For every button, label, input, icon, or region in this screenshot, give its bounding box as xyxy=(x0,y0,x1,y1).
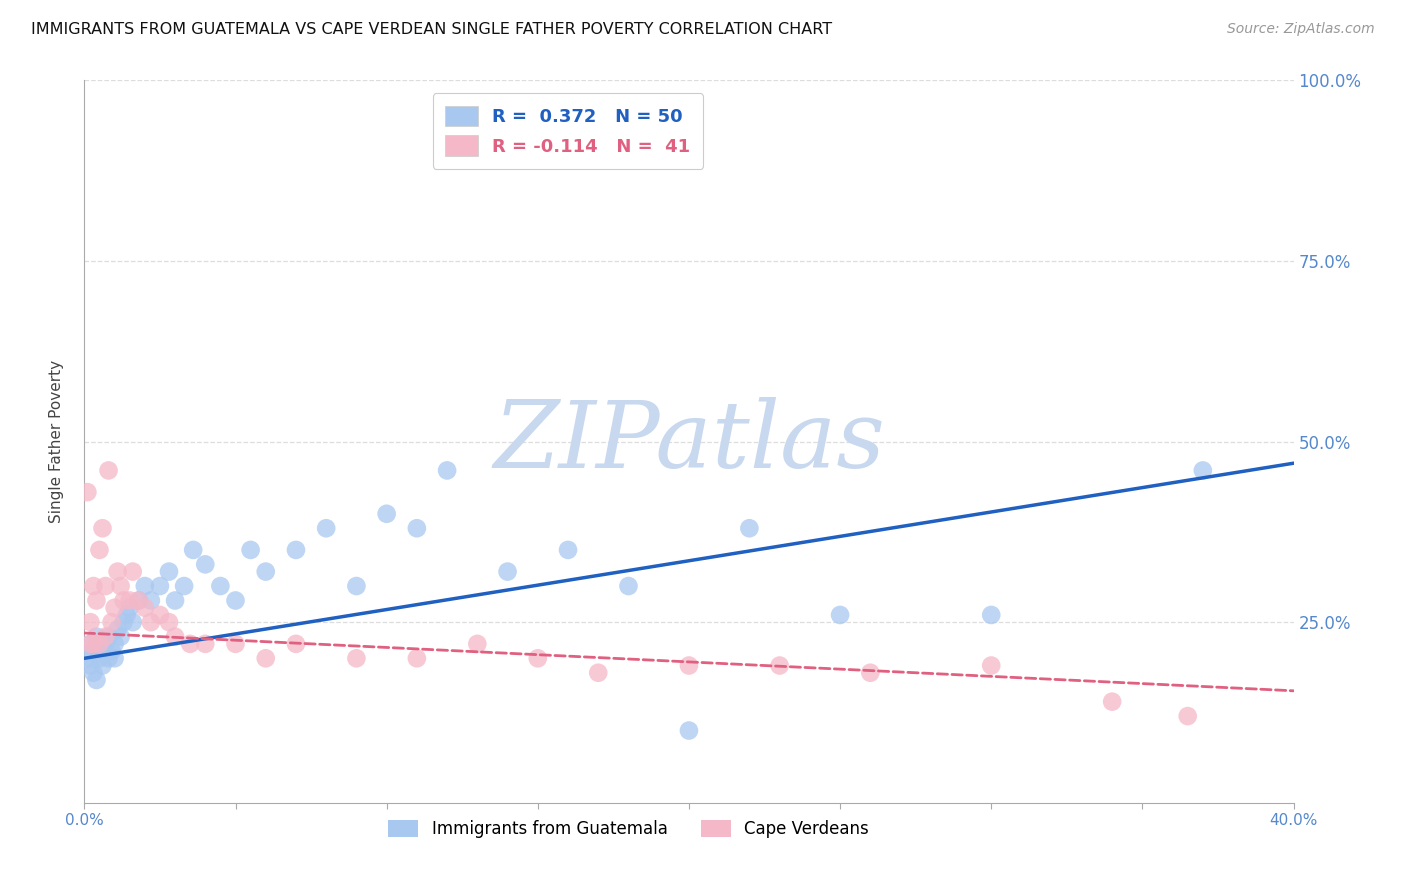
Point xyxy=(97,463,120,477)
Point xyxy=(94,579,117,593)
Point xyxy=(89,542,111,557)
Text: ZIPatlas: ZIPatlas xyxy=(494,397,884,486)
Point xyxy=(139,615,162,630)
Point xyxy=(254,651,277,665)
Point xyxy=(527,651,550,665)
Point xyxy=(588,665,610,680)
Point xyxy=(79,658,101,673)
Point xyxy=(115,607,138,622)
Point xyxy=(76,485,98,500)
Point xyxy=(285,542,308,557)
Point xyxy=(110,630,132,644)
Point xyxy=(121,615,143,630)
Point xyxy=(128,593,150,607)
Point xyxy=(104,651,127,665)
Point xyxy=(82,579,104,593)
Point xyxy=(128,593,150,607)
Point xyxy=(617,579,640,593)
Point xyxy=(496,565,519,579)
Point xyxy=(134,600,156,615)
Point xyxy=(181,542,204,557)
Point xyxy=(436,463,458,477)
Point xyxy=(157,615,180,630)
Point xyxy=(375,507,398,521)
Point xyxy=(110,579,132,593)
Point xyxy=(107,623,129,637)
Text: IMMIGRANTS FROM GUATEMALA VS CAPE VERDEAN SINGLE FATHER POVERTY CORRELATION CHAR: IMMIGRANTS FROM GUATEMALA VS CAPE VERDEA… xyxy=(31,22,832,37)
Point xyxy=(678,658,700,673)
Point xyxy=(194,637,217,651)
Point xyxy=(134,579,156,593)
Point xyxy=(149,607,172,622)
Point xyxy=(89,637,111,651)
Point xyxy=(1101,695,1123,709)
Point xyxy=(557,542,579,557)
Point xyxy=(157,565,180,579)
Point xyxy=(91,521,114,535)
Point xyxy=(239,542,262,557)
Point xyxy=(225,593,247,607)
Point xyxy=(173,579,195,593)
Legend: Immigrants from Guatemala, Cape Verdeans: Immigrants from Guatemala, Cape Verdeans xyxy=(381,814,876,845)
Point xyxy=(165,593,187,607)
Point xyxy=(980,607,1002,622)
Point xyxy=(1177,709,1199,723)
Point xyxy=(980,658,1002,673)
Point xyxy=(194,558,217,572)
Point xyxy=(86,630,108,644)
Point xyxy=(467,637,489,651)
Point xyxy=(94,637,117,651)
Point xyxy=(91,658,114,673)
Point xyxy=(1192,463,1215,477)
Point xyxy=(346,651,368,665)
Point xyxy=(94,630,117,644)
Point xyxy=(89,651,111,665)
Point xyxy=(79,637,101,651)
Point xyxy=(82,644,104,658)
Point xyxy=(89,637,111,651)
Point xyxy=(91,644,114,658)
Point xyxy=(678,723,700,738)
Text: Source: ZipAtlas.com: Source: ZipAtlas.com xyxy=(1227,22,1375,37)
Point xyxy=(209,579,232,593)
Point xyxy=(254,565,277,579)
Point xyxy=(315,521,337,535)
Point xyxy=(179,637,201,651)
Point xyxy=(104,600,127,615)
Point xyxy=(100,644,122,658)
Point xyxy=(118,600,141,615)
Point xyxy=(830,607,852,622)
Point xyxy=(285,637,308,651)
Point xyxy=(406,651,429,665)
Point xyxy=(79,615,101,630)
Point xyxy=(149,579,172,593)
Point xyxy=(738,521,761,535)
Point xyxy=(97,651,120,665)
Point xyxy=(225,637,247,651)
Point xyxy=(769,658,792,673)
Point xyxy=(82,665,104,680)
Point xyxy=(107,565,129,579)
Point xyxy=(139,593,162,607)
Point xyxy=(346,579,368,593)
Point xyxy=(100,615,122,630)
Y-axis label: Single Father Poverty: Single Father Poverty xyxy=(49,360,63,523)
Point xyxy=(86,593,108,607)
Point xyxy=(121,565,143,579)
Point xyxy=(79,637,101,651)
Point xyxy=(76,651,98,665)
Point xyxy=(86,673,108,687)
Point xyxy=(104,637,127,651)
Point xyxy=(165,630,187,644)
Point xyxy=(859,665,882,680)
Point xyxy=(112,615,135,630)
Point xyxy=(112,593,135,607)
Point xyxy=(406,521,429,535)
Point xyxy=(118,593,141,607)
Point xyxy=(82,637,104,651)
Point xyxy=(97,630,120,644)
